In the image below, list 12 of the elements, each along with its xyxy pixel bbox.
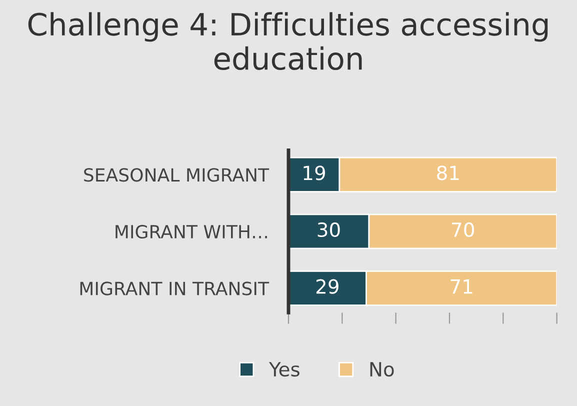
chart-title: Challenge 4: Difficulties accessing education	[28, 12, 548, 70]
data-label: 70	[452, 222, 474, 238]
data-label: 19	[304, 166, 325, 180]
y-tick-label: SEASONAL MIGRANT	[84, 168, 270, 182]
data-label: 30	[318, 222, 340, 238]
legend-label: No	[370, 362, 394, 377]
y-tick-label: MIGRANT IN TRANSIT	[80, 282, 270, 296]
legend-label: Yes	[268, 362, 300, 377]
y-tick-label: MIGRANT WITH…	[116, 224, 267, 239]
data-label: 29	[316, 279, 338, 294]
data-label: 71	[450, 279, 472, 294]
data-label: 81	[437, 166, 459, 180]
